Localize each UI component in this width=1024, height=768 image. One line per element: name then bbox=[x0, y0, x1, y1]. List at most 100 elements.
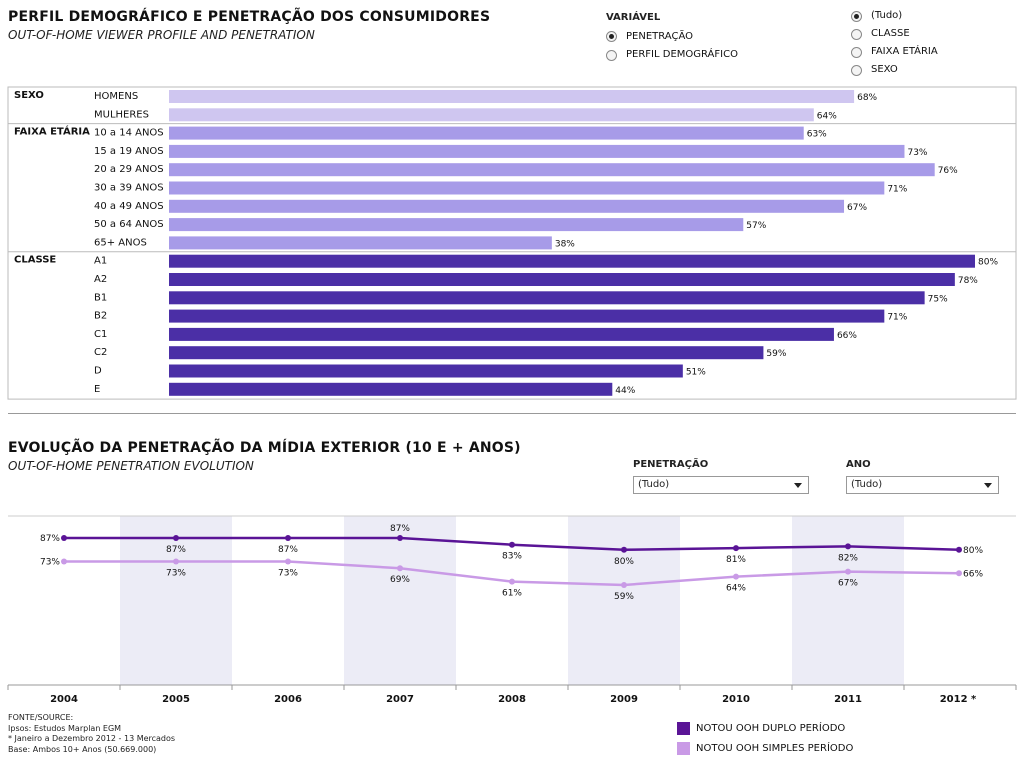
series-point bbox=[61, 535, 67, 541]
bar-value-label: 80% bbox=[978, 258, 998, 268]
source-line: Base: Ambos 10+ Anos (50.669.000) bbox=[8, 744, 157, 754]
section-divider bbox=[8, 413, 1016, 414]
bar bbox=[169, 108, 814, 122]
category-label: D bbox=[94, 366, 102, 377]
bar-value-label: 78% bbox=[958, 276, 978, 286]
legend-swatch-duplo bbox=[677, 722, 690, 735]
category-label: 50 a 64 ANOS bbox=[94, 219, 164, 230]
legend-swatch-simples bbox=[677, 742, 690, 755]
bar bbox=[169, 273, 955, 286]
x-tick-label: 2006 bbox=[274, 694, 302, 705]
data-label: 81% bbox=[726, 555, 746, 565]
series-point bbox=[61, 558, 67, 565]
bar bbox=[169, 218, 744, 232]
x-tick-label: 2007 bbox=[386, 694, 414, 705]
evolution-title: EVOLUÇÃO DA PENETRAÇÃO DA MÍDIA EXTERIOR… bbox=[8, 440, 521, 456]
bar bbox=[169, 254, 975, 268]
series-point bbox=[621, 546, 627, 553]
series-point bbox=[285, 558, 291, 565]
bar-panel-frame bbox=[7, 86, 1017, 400]
radio-classe-label[interactable]: CLASSE bbox=[871, 28, 910, 39]
source-line: Ipsos: Estudos Marplan EGM bbox=[8, 723, 122, 733]
bar bbox=[169, 309, 885, 323]
ano-filter-label: ANO bbox=[846, 459, 871, 470]
data-label: 80% bbox=[614, 557, 634, 567]
bar bbox=[169, 382, 613, 396]
series-point bbox=[956, 570, 962, 577]
series-point bbox=[509, 578, 515, 585]
radio-classe[interactable] bbox=[851, 29, 862, 40]
data-label: 69% bbox=[390, 575, 410, 585]
profile-bar-chart: SEXO HOMENS 68% MULHERES 64% FAIXA ETÁRIA 10 a… bbox=[7, 86, 1017, 400]
category-label: B1 bbox=[94, 292, 107, 303]
bar-value-label: 71% bbox=[887, 185, 907, 195]
data-label: 66% bbox=[963, 569, 983, 579]
source-note: FONTE/SOURCE: Ipsos: Estudos Marplan EGM… bbox=[8, 713, 175, 755]
series-point bbox=[621, 582, 627, 588]
data-label: 87% bbox=[166, 545, 186, 555]
data-label: 67% bbox=[838, 579, 858, 589]
category-label: 10 a 14 ANOS bbox=[94, 128, 164, 139]
data-label: 59% bbox=[614, 592, 634, 602]
data-label: 64% bbox=[726, 584, 746, 594]
category-label: 65+ ANOS bbox=[94, 237, 147, 248]
bar-value-label: 67% bbox=[847, 203, 867, 213]
legend-label-duplo: NOTOU OOH DUPLO PERÍODO bbox=[696, 723, 846, 734]
data-label: 80% bbox=[963, 546, 983, 556]
category-label: A2 bbox=[94, 274, 107, 285]
radio-tudo[interactable] bbox=[851, 11, 862, 22]
category-label: 40 a 49 ANOS bbox=[94, 201, 164, 212]
radio-perfil-demografico-label[interactable]: PERFIL DEMOGRÁFICO bbox=[626, 49, 738, 60]
x-tick-label: 2011 bbox=[834, 694, 862, 705]
ano-select[interactable]: (Tudo) bbox=[846, 476, 999, 494]
bar bbox=[169, 90, 855, 103]
bar-value-label: 63% bbox=[807, 130, 827, 140]
data-label: 87% bbox=[390, 524, 410, 534]
series-point bbox=[733, 573, 739, 580]
x-tick-label: 2010 bbox=[722, 694, 750, 705]
data-label: 73% bbox=[278, 569, 298, 579]
data-label: 82% bbox=[838, 553, 858, 563]
chevron-down-icon bbox=[794, 483, 802, 488]
profile-subtitle: OUT-OF-HOME VIEWER PROFILE AND PENETRATI… bbox=[8, 28, 315, 42]
column-band bbox=[792, 516, 904, 685]
radio-sexo-label[interactable]: SEXO bbox=[871, 64, 898, 75]
category-label: C1 bbox=[94, 329, 107, 340]
bar-value-label: 71% bbox=[887, 313, 907, 323]
ano-select-value: (Tudo) bbox=[851, 479, 883, 490]
series-point bbox=[733, 545, 739, 552]
radio-perfil-demografico[interactable] bbox=[606, 50, 617, 61]
radio-penetracao[interactable] bbox=[606, 31, 617, 42]
bar bbox=[169, 181, 885, 195]
radio-tudo-label[interactable]: (Tudo) bbox=[871, 10, 903, 21]
bar-value-label: 66% bbox=[837, 331, 857, 341]
category-label: HOMENS bbox=[94, 91, 138, 102]
column-band bbox=[344, 516, 456, 685]
x-tick-label: 2012 * bbox=[940, 694, 977, 705]
data-label: 61% bbox=[502, 589, 522, 599]
category-label: 15 a 19 ANOS bbox=[94, 146, 164, 157]
bar-value-label: 75% bbox=[928, 294, 948, 304]
bar-value-label: 44% bbox=[615, 386, 635, 396]
series-point bbox=[285, 535, 291, 541]
x-tick-label: 2009 bbox=[610, 694, 638, 705]
bar bbox=[169, 236, 552, 250]
series-point bbox=[397, 565, 403, 572]
data-label: 87% bbox=[40, 534, 60, 544]
evolution-line-chart: 2004 2005 2006 2007 2008 2009 2010 2011 2012 * 87… bbox=[7, 515, 1017, 705]
bar-value-label: 68% bbox=[857, 93, 877, 103]
radio-sexo[interactable] bbox=[851, 65, 862, 76]
source-line: FONTE/SOURCE: bbox=[8, 713, 74, 722]
bar-value-label: 59% bbox=[766, 349, 786, 359]
bar-value-label: 57% bbox=[746, 221, 766, 231]
x-tick-label: 2004 bbox=[50, 694, 78, 705]
group-label: SEXO bbox=[14, 90, 44, 101]
radio-penetracao-label[interactable]: PENETRAÇÃO bbox=[626, 31, 693, 42]
radio-faixa-etaria-label[interactable]: FAIXA ETÁRIA bbox=[871, 46, 938, 57]
radio-faixa-etaria[interactable] bbox=[851, 47, 862, 58]
data-label: 73% bbox=[166, 569, 186, 579]
penetracao-select[interactable]: (Tudo) bbox=[633, 476, 809, 494]
x-tick-label: 2005 bbox=[162, 694, 190, 705]
bar bbox=[169, 144, 905, 158]
group-label: CLASSE bbox=[14, 255, 56, 266]
